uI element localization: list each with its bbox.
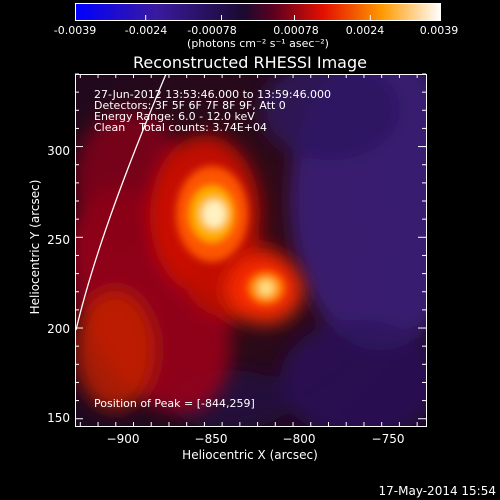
x-tick-label-1: −850 xyxy=(194,432,228,446)
x-tick-label-2: −800 xyxy=(282,432,316,446)
colorbar-tick-4: 0.0024 xyxy=(345,24,385,37)
colorbar xyxy=(75,3,441,21)
y-tick-label-0: 150 xyxy=(47,411,70,425)
info-peak-position: Position of Peak = [-844,259] xyxy=(94,397,255,410)
colorbar-tick-3: 0.00078 xyxy=(273,24,319,37)
colorbar-tick-5: 0.0039 xyxy=(419,24,459,37)
info-time-range: 27-Jun-2012 13:53:46.000 to 13:59:46.000 xyxy=(94,88,332,101)
y-tick-label-1: 200 xyxy=(47,322,70,336)
image-layer xyxy=(75,74,426,426)
chart-title: Reconstructed RHESSI Image xyxy=(133,53,367,72)
y-tick-label-2: 250 xyxy=(47,233,70,247)
solar-limb-line xyxy=(75,74,167,331)
y-tick-label-3: 300 xyxy=(47,144,70,158)
axis-ticks xyxy=(75,73,426,426)
colorbar-gradient xyxy=(75,3,441,21)
colorbar-tick-1: -0.0024 xyxy=(124,24,168,37)
x-tick-label-3: −750 xyxy=(371,432,405,446)
info-clean: Clean Total counts: 3.74E+04 xyxy=(94,121,268,134)
colorbar-tick-0: -0.0039 xyxy=(53,24,97,37)
x-axis-label: Heliocentric X (arcsec) xyxy=(182,448,318,462)
plot-frame xyxy=(75,74,427,427)
info-detectors: Detectors: 3F 5F 6F 7F 8F 9F, Att 0 xyxy=(94,99,286,112)
info-energy: Energy Range: 6.0 - 12.0 keV xyxy=(94,110,255,123)
colorbar-unit-label: (photons cm⁻² s⁻¹ asec⁻²) xyxy=(187,37,329,50)
footer-date: 17-May-2014 15:54 xyxy=(378,484,496,498)
y-axis-label: Heliocentric Y (arcsec) xyxy=(28,179,42,315)
x-tick-label-0: −900 xyxy=(106,432,140,446)
colorbar-tick-2: -0.00078 xyxy=(187,24,237,37)
